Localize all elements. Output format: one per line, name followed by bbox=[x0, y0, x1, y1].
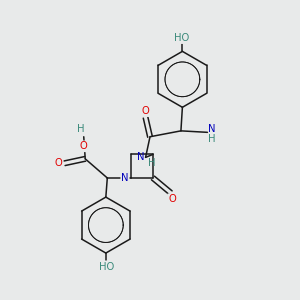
Text: O: O bbox=[79, 141, 87, 151]
Text: O: O bbox=[54, 158, 62, 168]
Text: O: O bbox=[142, 106, 149, 116]
Circle shape bbox=[166, 63, 199, 96]
Text: H: H bbox=[77, 124, 85, 134]
Text: N: N bbox=[121, 173, 129, 183]
Text: O: O bbox=[168, 194, 176, 204]
Text: N: N bbox=[136, 152, 144, 162]
Text: H: H bbox=[208, 134, 216, 144]
Text: N: N bbox=[208, 124, 216, 134]
Circle shape bbox=[90, 209, 122, 241]
Text: H: H bbox=[148, 158, 156, 168]
Text: HO: HO bbox=[174, 33, 189, 43]
Text: HO: HO bbox=[99, 262, 114, 272]
